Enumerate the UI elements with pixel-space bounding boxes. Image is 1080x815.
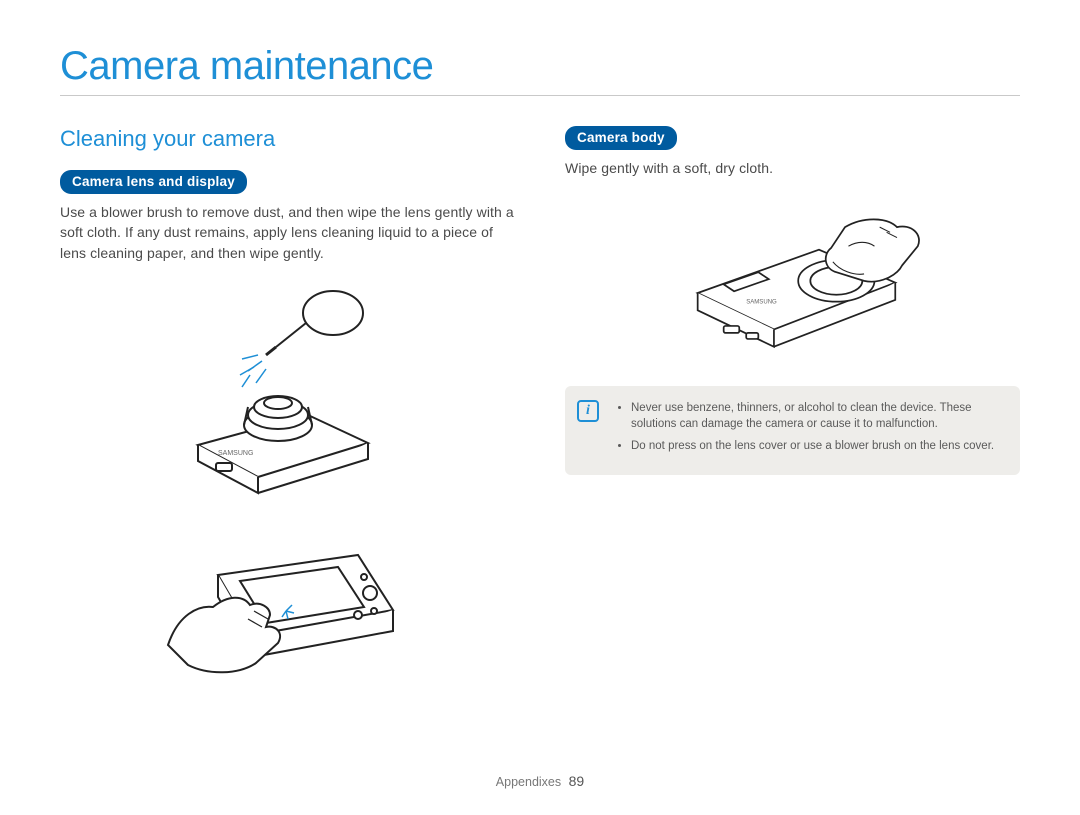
illustration-wipe-display (158, 515, 418, 695)
page-footer: Appendixes 89 (0, 773, 1080, 789)
caution-callout: i Never use benzene, thinners, or alcoho… (565, 386, 1020, 474)
pill-camera-body: Camera body (565, 126, 677, 150)
footer-section: Appendixes (496, 775, 561, 789)
svg-text:SAMSUNG: SAMSUNG (746, 300, 777, 306)
info-icon: i (577, 400, 599, 422)
camera-body-text: Wipe gently with a soft, dry cloth. (565, 158, 1020, 178)
callout-item: Do not press on the lens cover or use a … (631, 438, 1006, 454)
illustration-wipe-body: SAMSUNG (663, 190, 923, 370)
right-column: Camera body Wipe gently with a soft, dry… (565, 126, 1020, 703)
page-title: Camera maintenance (60, 44, 1020, 96)
lens-display-body: Use a blower brush to remove dust, and t… (60, 202, 515, 263)
pill-lens-display: Camera lens and display (60, 170, 247, 194)
callout-list: Never use benzene, thinners, or alcohol … (615, 400, 1006, 454)
svg-text:SAMSUNG: SAMSUNG (218, 450, 253, 457)
content-columns: Cleaning your camera Camera lens and dis… (60, 126, 1020, 703)
left-column: Cleaning your camera Camera lens and dis… (60, 126, 515, 703)
illustration-blower: SAMSUNG (158, 275, 418, 505)
footer-page-number: 89 (569, 773, 585, 789)
callout-item: Never use benzene, thinners, or alcohol … (631, 400, 1006, 432)
section-heading-cleaning: Cleaning your camera (60, 126, 515, 152)
info-icon-glyph: i (586, 403, 590, 419)
